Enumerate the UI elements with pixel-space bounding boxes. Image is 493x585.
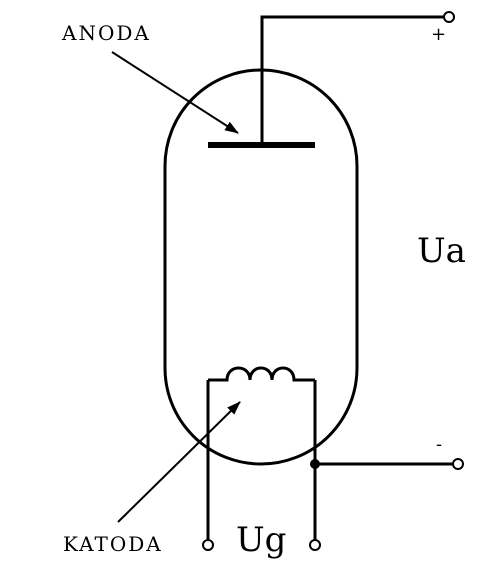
cathode-minus-terminal	[452, 458, 464, 470]
filament-terminal-right	[309, 539, 321, 551]
cathode-leader-arrow	[117, 401, 241, 523]
heater-voltage-label: Ug	[236, 520, 286, 560]
anode-label: ANODA	[61, 21, 151, 45]
cathode-label: KATODA	[63, 532, 163, 556]
filament-terminal-left	[202, 539, 214, 551]
anode-leader-arrow	[111, 51, 239, 134]
minus-sign-label: -	[436, 434, 442, 455]
anode-lead-wire	[260, 15, 445, 145]
anode-voltage-label: Ua	[417, 231, 466, 271]
plus-sign-label: +	[431, 24, 446, 45]
anode-plus-terminal	[443, 11, 455, 23]
cathode-filament-coil	[208, 366, 315, 382]
cathode-junction-dot	[310, 459, 320, 469]
